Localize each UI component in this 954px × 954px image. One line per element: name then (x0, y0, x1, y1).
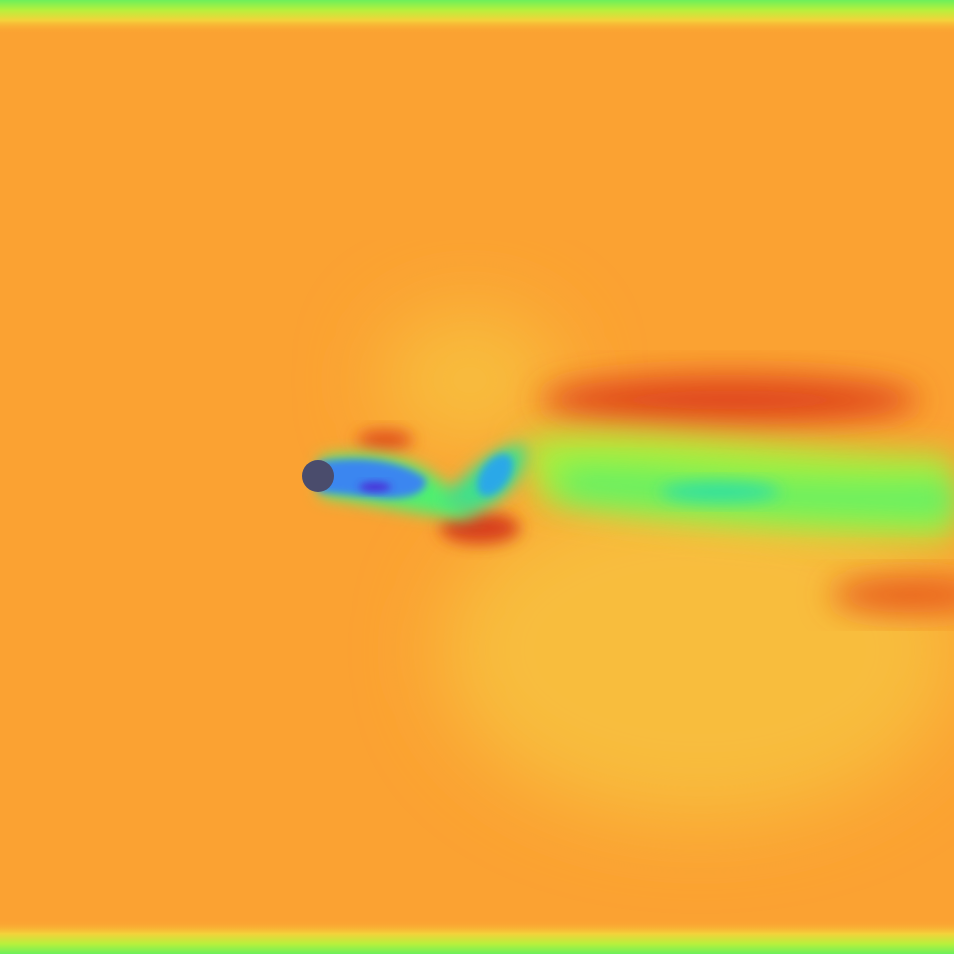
vortex-red (440, 512, 520, 544)
light-region (440, 480, 954, 820)
wake-core (660, 482, 780, 502)
bottom-wall-layer (0, 920, 954, 954)
top-wall-layer (0, 0, 954, 34)
vortex-red (357, 430, 413, 450)
shed-vortex (477, 453, 513, 497)
vortex-red (830, 577, 954, 613)
light-region (380, 310, 560, 450)
cylinder (302, 460, 334, 492)
near-wake-blue (318, 458, 426, 499)
vortex-red (540, 375, 920, 425)
near-wake-dark (359, 482, 391, 492)
